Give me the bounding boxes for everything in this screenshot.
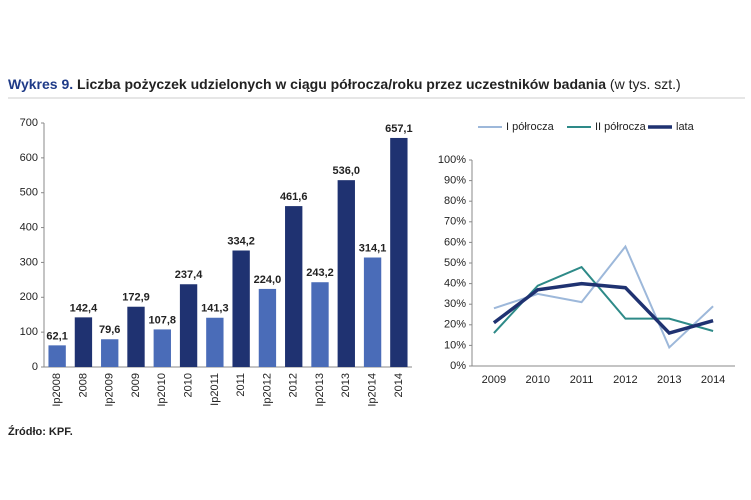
bar <box>127 306 145 367</box>
bar <box>101 339 119 367</box>
y-tick-label: 30% <box>444 298 466 310</box>
value-label: 334,2 <box>227 235 255 247</box>
title-label: Wykres 9. <box>8 76 73 92</box>
y-tick-label: 500 <box>20 187 38 199</box>
value-label: 141,3 <box>201 303 229 315</box>
y-tick-label: 0% <box>450 360 466 372</box>
y-tick-label: 100 <box>20 326 38 338</box>
x-tick-label: 2009 <box>482 374 506 386</box>
value-label: 657,1 <box>385 123 413 135</box>
y-tick-label: 400 <box>20 221 38 233</box>
title-line: Wykres 9. Liczba pożyczek udzielonych w … <box>8 76 681 92</box>
bar <box>363 257 382 367</box>
value-label: 79,6 <box>99 324 120 336</box>
x-tick-label: Ip2012 <box>261 373 273 407</box>
x-tick-label: 2010 <box>526 374 550 386</box>
y-tick-label: 50% <box>444 257 466 269</box>
x-tick-label: Ip2009 <box>104 373 116 407</box>
bar <box>153 329 171 367</box>
source: Źródło: KPF. <box>8 425 73 438</box>
y-tick-label: 0 <box>32 361 38 373</box>
bar <box>206 317 224 367</box>
bar <box>232 250 250 367</box>
value-label: 314,1 <box>359 242 387 254</box>
x-tick-label: 2013 <box>340 373 352 397</box>
x-tick-label: 2010 <box>182 373 194 397</box>
legend-label: II półrocza <box>595 121 647 133</box>
x-tick-label: Ip2011 <box>209 373 221 406</box>
x-tick-label: 2014 <box>393 373 405 397</box>
value-label: 237,4 <box>175 269 203 281</box>
value-label: 461,6 <box>280 191 308 203</box>
bar <box>390 137 408 367</box>
y-tick-label: 10% <box>444 339 466 351</box>
bar <box>285 206 303 367</box>
legend-label: lata <box>676 121 695 133</box>
value-label: 224,0 <box>254 274 282 286</box>
title-unit: (w tys. szt.) <box>610 76 681 92</box>
bar <box>258 288 277 367</box>
value-label: 62,1 <box>46 330 67 342</box>
title: Liczba pożyczek udzielonych w ciągu półr… <box>77 76 606 92</box>
x-tick-label: Ip2008 <box>51 373 63 407</box>
y-tick-label: 100% <box>438 154 466 166</box>
x-tick-label: 2008 <box>77 373 89 397</box>
value-label: 243,2 <box>306 267 334 279</box>
bar <box>337 180 355 367</box>
x-tick-label: 2009 <box>130 373 142 397</box>
y-tick-label: 200 <box>20 291 38 303</box>
bar <box>179 284 198 367</box>
value-label: 142,4 <box>70 302 98 314</box>
x-tick-label: 2012 <box>613 374 637 386</box>
x-tick-label: Ip2013 <box>314 373 326 407</box>
y-tick-label: 70% <box>444 216 466 228</box>
y-tick-label: 20% <box>444 319 466 331</box>
bar <box>311 282 329 367</box>
x-tick-label: Ip2010 <box>156 373 168 407</box>
value-label: 172,9 <box>122 292 150 304</box>
y-tick-label: 60% <box>444 236 466 248</box>
x-tick-label: 2014 <box>701 374 725 386</box>
x-tick-label: Ip2014 <box>366 373 378 407</box>
y-tick-label: 300 <box>20 256 38 268</box>
y-tick-label: 90% <box>444 175 466 187</box>
x-tick-label: 2012 <box>288 373 300 397</box>
bar <box>74 317 93 367</box>
x-tick-label: 2013 <box>657 374 681 386</box>
x-tick-label: 2011 <box>570 374 594 386</box>
series-line <box>492 281 714 336</box>
x-tick-label: 2011 <box>235 373 247 397</box>
value-label: 107,8 <box>149 314 177 326</box>
y-tick-label: 80% <box>444 195 466 207</box>
legend-label: I półrocza <box>506 121 555 133</box>
bar <box>48 345 66 367</box>
y-tick-label: 700 <box>20 117 38 129</box>
y-tick-label: 600 <box>20 152 38 164</box>
value-label: 536,0 <box>333 165 361 177</box>
y-tick-label: 40% <box>444 278 466 290</box>
